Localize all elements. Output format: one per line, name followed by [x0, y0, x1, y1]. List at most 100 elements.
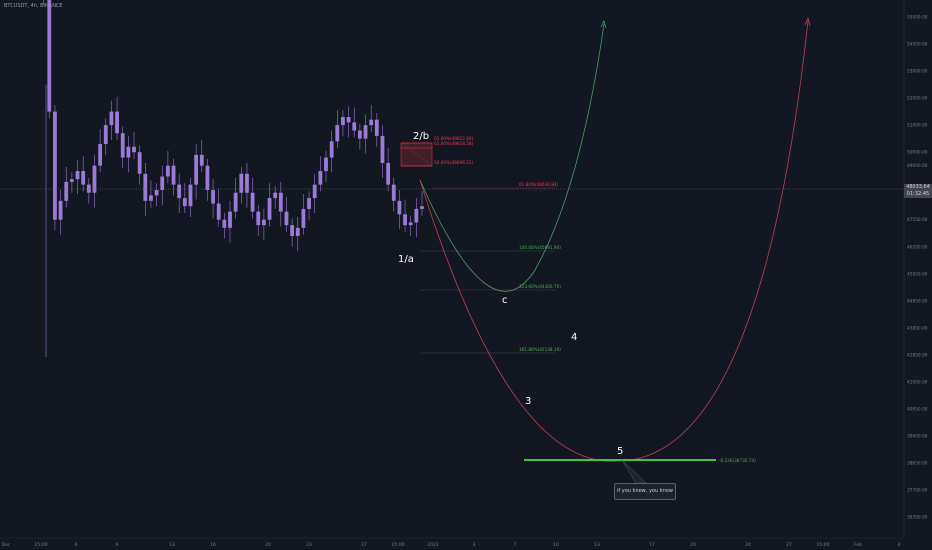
- y-tick-label: 54000.00: [907, 42, 928, 48]
- red-arrow-head: [804, 16, 811, 27]
- candle: [143, 173, 148, 201]
- candle: [273, 192, 278, 199]
- candle: [120, 133, 125, 158]
- candle: [103, 125, 108, 145]
- candle: [352, 122, 357, 131]
- fib-level-label-5: 123.60%(44300.76): [519, 284, 561, 289]
- candle: [307, 198, 311, 209]
- candle: [386, 162, 391, 185]
- x-tick-label: 15:00: [816, 542, 829, 548]
- x-tick-label: 9: [116, 542, 119, 548]
- x-tick-label: 23: [306, 542, 312, 548]
- symbol-title: BTCUSDT, 4h, BINANCE: [4, 3, 63, 9]
- candle: [160, 176, 165, 190]
- fib-level-label-4: 100.00%(45691.90): [519, 245, 561, 250]
- y-tick-label: 43850.00: [907, 325, 928, 331]
- x-tick-label: 16: [210, 542, 216, 548]
- candle: [205, 165, 210, 190]
- y-tick-label: 40950.00: [907, 406, 928, 412]
- candle: [149, 195, 153, 201]
- candle: [199, 154, 204, 166]
- candle: [397, 200, 402, 215]
- fib-level-label-1: 61.80%(49618.58): [434, 141, 474, 146]
- y-tick-label: 37700.00: [907, 488, 928, 494]
- candle: [318, 171, 323, 185]
- x-tick-label: 20: [265, 542, 271, 548]
- x-tick-label: 13: [169, 542, 175, 548]
- current-price-badge: 48033.64 01:32:45: [904, 184, 932, 198]
- wave-label-2b: 2/b: [413, 131, 429, 142]
- candle: [363, 125, 368, 139]
- wave-label-1a: 1/a: [398, 254, 414, 265]
- candle: [137, 152, 142, 174]
- time-axis[interactable]: Dec 15:00 6 9 13 16 20 23 27 15:00 2022 3 7 10 13 17 20 2…: [2, 542, 901, 548]
- fib-level-label-0: 65.00%(49852.84): [434, 136, 474, 141]
- candle: [211, 189, 215, 204]
- candle: [58, 200, 63, 220]
- y-tick-label: 44850.00: [907, 298, 928, 304]
- bar-countdown: 01:32:45: [906, 191, 930, 197]
- candle: [250, 192, 255, 212]
- candle: [324, 157, 328, 172]
- x-tick-label: Dec: [2, 542, 11, 548]
- candle: [301, 208, 306, 228]
- candle: [341, 117, 345, 126]
- fib-level-label-2: 50.00%(48896.21): [434, 160, 474, 165]
- tooltip-pointer: [621, 459, 647, 484]
- candle: [75, 171, 80, 180]
- candle: [194, 154, 199, 185]
- x-tick-label: 10: [553, 542, 559, 548]
- candle: [177, 184, 182, 199]
- price-axis[interactable]: 55000.00 54000.00 53000.00 52000.00 51000.00…: [907, 15, 928, 521]
- x-tick-label: 4: [898, 542, 901, 548]
- y-tick-label: 47550.00: [907, 217, 928, 223]
- candle: [267, 198, 272, 220]
- x-tick-label: 17: [649, 542, 655, 548]
- candle: [126, 146, 131, 158]
- y-tick-label: 53000.00: [907, 69, 928, 75]
- candle: [369, 119, 374, 126]
- candle: [86, 184, 91, 193]
- wave-label-3: 3: [525, 396, 531, 407]
- fib-retracement-zone[interactable]: [400, 142, 433, 167]
- wave-label-5: 5: [617, 446, 623, 457]
- x-tick-label: 6: [75, 542, 78, 548]
- x-tick-label: 3: [473, 542, 476, 548]
- candle: [312, 184, 317, 199]
- candle: [290, 225, 295, 236]
- candle: [69, 179, 74, 182]
- x-tick-label: 24: [745, 542, 751, 548]
- candle: [47, 0, 52, 112]
- y-tick-label: 36350.00: [907, 515, 928, 521]
- y-tick-label: 49600.00: [907, 163, 928, 169]
- candle: [81, 171, 86, 185]
- candle: [98, 144, 103, 166]
- red-projection-path[interactable]: [419, 20, 809, 462]
- y-tick-label: 51000.00: [907, 123, 928, 129]
- x-tick-label: 15:00: [391, 542, 404, 548]
- fib-level-label-6: 161.80%(42138.19): [519, 347, 561, 352]
- x-tick-label: 27: [786, 542, 792, 548]
- x-tick-label: Feb: [854, 542, 862, 548]
- y-tick-label: 46200.00: [907, 244, 928, 250]
- y-tick-label: 45850.00: [907, 271, 928, 277]
- candle: [245, 173, 249, 193]
- annotation-callout: if you know, you know: [614, 483, 676, 500]
- x-tick-label: 15:00: [34, 542, 47, 548]
- candle: [53, 111, 57, 220]
- candle: [92, 165, 97, 193]
- candle: [171, 165, 176, 185]
- candle: [132, 146, 136, 153]
- candle: [391, 184, 396, 201]
- wave-label-c: c: [502, 295, 508, 306]
- candle: [414, 208, 419, 223]
- green-projection-path[interactable]: [419, 23, 605, 292]
- green-arrow-head: [600, 19, 607, 29]
- candle: [295, 227, 300, 236]
- candle: [329, 141, 334, 158]
- candle: [278, 192, 283, 212]
- candle: [357, 130, 362, 139]
- candle: [216, 203, 221, 220]
- candle: [284, 211, 289, 226]
